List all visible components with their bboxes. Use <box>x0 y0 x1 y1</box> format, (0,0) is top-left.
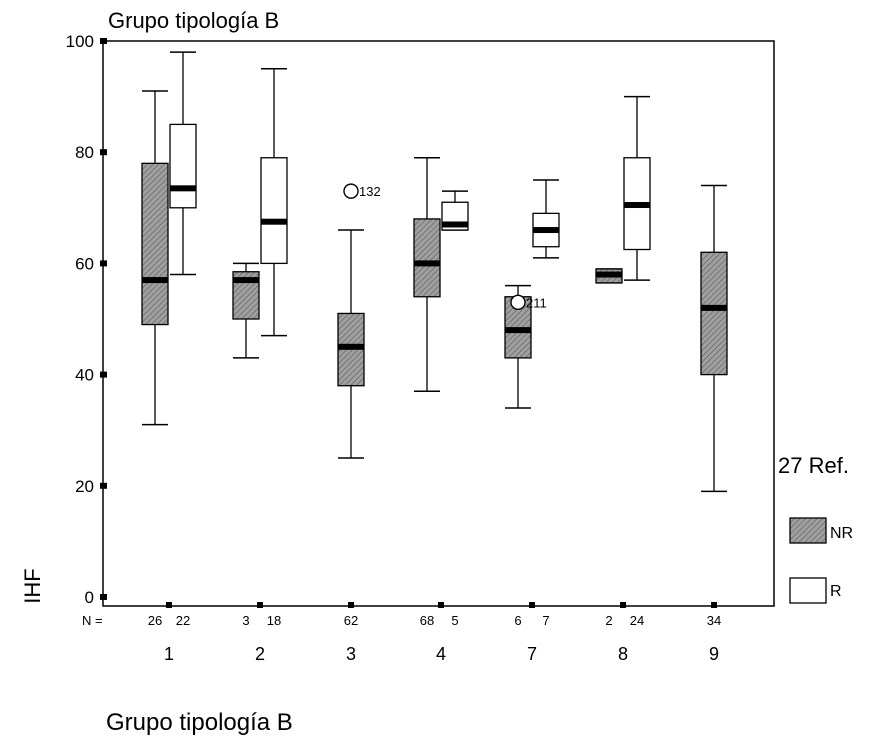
y-tick-mark-20 <box>100 482 107 489</box>
x-category-label-2: 2 <box>255 644 265 664</box>
legend-swatch-nr <box>789 517 827 544</box>
median-bar <box>624 202 650 209</box>
legend-label-r: R <box>830 583 842 600</box>
y-tick-mark-60 <box>100 260 107 267</box>
boxplot-8-r: 24 <box>623 95 651 628</box>
x-category-label-9: 9 <box>709 644 719 664</box>
outlier-label-132: 132 <box>359 184 381 199</box>
y-tick-label-0: 0 <box>85 588 94 607</box>
boxplot-8-nr: 2 <box>595 268 623 628</box>
x-category-label-3: 3 <box>346 644 356 664</box>
y-tick-label-40: 40 <box>75 366 94 385</box>
outlier-label-211: 211 <box>526 295 547 310</box>
n-count-label: 18 <box>267 613 281 628</box>
n-count-label: 68 <box>420 613 434 628</box>
x-tick-mark-2 <box>257 602 263 608</box>
n-prefix-label: N = <box>82 613 103 628</box>
y-tick-mark-40 <box>100 371 107 378</box>
y-tick-mark-0 <box>100 594 107 600</box>
boxplot-7-r: 7 <box>532 179 560 628</box>
iqr-box <box>700 251 728 376</box>
median-bar <box>505 327 531 334</box>
n-count-label: 24 <box>630 613 644 628</box>
median-bar <box>142 277 168 284</box>
median-bar <box>261 218 287 225</box>
median-bar <box>170 185 196 192</box>
x-category-label-4: 4 <box>436 644 446 664</box>
x-category-label-8: 8 <box>618 644 628 664</box>
y-tick-label-60: 60 <box>75 254 94 273</box>
y-tick-mark-80 <box>100 149 107 156</box>
x-tick-mark-8 <box>620 602 626 608</box>
median-bar <box>414 260 440 267</box>
legend-title: 27 Ref. <box>778 453 849 478</box>
x-tick-mark-4 <box>438 602 444 608</box>
n-count-label: 22 <box>176 613 190 628</box>
x-tick-mark-1 <box>166 602 172 608</box>
x-tick-mark-3 <box>348 602 354 608</box>
boxplot-3-nr: 62 <box>337 229 365 628</box>
boxplot-9-nr: 34 <box>700 184 728 628</box>
median-bar <box>233 277 259 284</box>
boxplot-2-r: 18 <box>260 68 288 628</box>
outlier-point-211 <box>510 294 526 311</box>
boxplot-1-r: 22 <box>169 51 197 628</box>
boxplot-2-nr: 3 <box>232 262 260 628</box>
chart-title: Grupo tipología B <box>108 8 279 33</box>
n-count-label: 7 <box>542 613 549 628</box>
outlier-points: 132 211 <box>343 183 547 311</box>
n-count-label: 26 <box>148 613 162 628</box>
iqr-box <box>141 162 169 326</box>
x-axis-title: Grupo tipología B <box>106 709 293 736</box>
boxplot-7-nr: 6 <box>504 284 532 628</box>
n-count-label: 6 <box>514 613 521 628</box>
iqr-box <box>413 218 441 298</box>
median-bar <box>533 227 559 234</box>
iqr-box <box>169 123 197 209</box>
y-tick-label-100: 100 <box>66 32 94 51</box>
n-count-label: 34 <box>707 613 721 628</box>
median-bar <box>596 271 622 278</box>
x-category-label-7: 7 <box>527 644 537 664</box>
legend: 27 Ref. NR R <box>778 453 853 604</box>
n-count-label: 2 <box>605 613 612 628</box>
median-bar <box>701 304 727 311</box>
outlier-point-132 <box>343 183 359 199</box>
n-count-label: 3 <box>242 613 249 628</box>
y-tick-mark-100 <box>100 38 107 44</box>
boxplot-4-r: 5 <box>441 190 469 628</box>
boxplot-4-nr: 68 <box>413 157 441 628</box>
box-series: 26 22 3 18 62 68 5 6 7 2 24 34 <box>141 51 728 628</box>
x-category-label-1: 1 <box>164 644 174 664</box>
n-count-label: 62 <box>344 613 358 628</box>
median-bar <box>442 221 468 228</box>
legend-swatch-r <box>789 577 827 604</box>
x-tick-mark-7 <box>529 602 535 608</box>
y-tick-label-80: 80 <box>75 143 94 162</box>
n-count-label: 5 <box>451 613 458 628</box>
iqr-box <box>260 157 288 265</box>
median-bar <box>338 343 364 350</box>
boxplot-1-nr: 26 <box>141 90 169 628</box>
y-axis: 0 20 40 60 80 100 <box>66 32 107 607</box>
y-axis-title: IHF <box>20 568 45 603</box>
plot-frame <box>102 40 775 607</box>
legend-label-nr: NR <box>830 525 853 542</box>
y-tick-label-20: 20 <box>75 477 94 496</box>
x-tick-mark-9 <box>711 602 717 608</box>
